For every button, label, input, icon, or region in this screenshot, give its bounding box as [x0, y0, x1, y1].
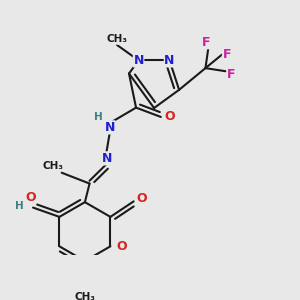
Text: F: F [223, 48, 231, 61]
Text: CH₃: CH₃ [43, 161, 64, 171]
Text: F: F [202, 36, 210, 49]
Text: O: O [25, 191, 36, 204]
Text: F: F [227, 68, 236, 80]
Text: N: N [164, 54, 175, 67]
Text: N: N [104, 121, 115, 134]
Text: O: O [137, 192, 147, 205]
Text: CH₃: CH₃ [106, 34, 128, 44]
Text: O: O [164, 110, 175, 123]
Text: H: H [15, 201, 23, 211]
Text: CH₃: CH₃ [74, 292, 95, 300]
Text: O: O [116, 240, 127, 253]
Text: H: H [94, 112, 103, 122]
Text: N: N [134, 54, 144, 67]
Text: N: N [101, 152, 112, 165]
